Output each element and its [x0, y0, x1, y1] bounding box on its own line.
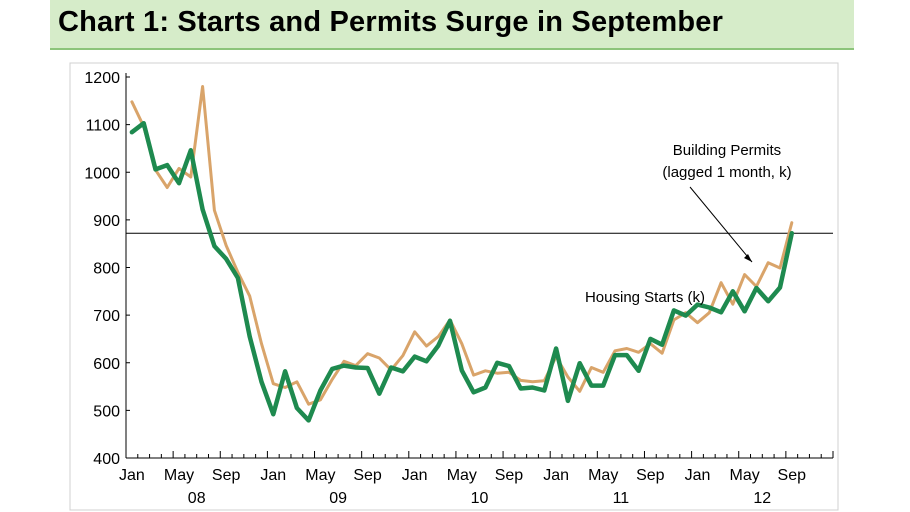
x-ticks: Jan May Sep Jan May Sep Jan May Sep Jan May Sep Jan M…	[119, 451, 834, 507]
series-line-housing-starts	[129, 120, 795, 423]
x-tick-label: May	[588, 467, 618, 484]
x-tick-label: Jan	[685, 467, 711, 484]
x-tick-label: Sep	[495, 467, 524, 484]
x-year-label: 08	[188, 490, 206, 507]
x-tick-label: May	[730, 467, 760, 484]
y-tick-label: 800	[93, 261, 120, 278]
x-tick-label: May	[305, 467, 335, 484]
x-tick-label: Sep	[212, 467, 241, 484]
permits-annotation-arrow	[689, 186, 753, 263]
x-tick-label: Jan	[119, 467, 145, 484]
x-year-label: 09	[329, 490, 347, 507]
annotations: Building Permits (lagged 1 month, k) Hou…	[585, 142, 792, 306]
series-lines	[129, 85, 795, 423]
chart-title: Chart 1: Starts and Permits Surge in Sep…	[58, 6, 724, 38]
permits-annotation-line1: Building Permits	[673, 142, 781, 159]
title-bar: Chart 1: Starts and Permits Surge in Sep…	[50, 0, 854, 50]
x-tick-label: Sep	[636, 467, 665, 484]
chart-frame	[69, 62, 839, 511]
y-tick-label: 900	[93, 213, 120, 230]
x-tick-label: Jan	[260, 467, 286, 484]
x-tick-label: May	[164, 467, 194, 484]
permits-annotation-line2: (lagged 1 month, k)	[662, 164, 791, 181]
y-ticks: 400 500 600 700 800 900 1000 1100 1200	[84, 70, 130, 468]
x-tick-label: Sep	[353, 467, 382, 484]
y-tick-label: 1000	[84, 165, 120, 182]
arrow-head	[744, 254, 752, 262]
y-tick-label: 1200	[84, 70, 120, 87]
y-tick-label: 700	[93, 308, 120, 325]
x-year-label: 12	[753, 490, 771, 507]
x-tick-label: Jan	[543, 467, 569, 484]
y-tick-label: 1100	[86, 118, 121, 135]
x-tick-label: May	[447, 467, 477, 484]
y-tick-label: 500	[93, 403, 120, 420]
series-line-building-permits	[130, 85, 794, 406]
x-year-label: 10	[471, 490, 489, 507]
y-tick-label: 600	[93, 356, 120, 373]
x-tick-label: Sep	[778, 467, 807, 484]
y-tick-label: 400	[93, 451, 120, 468]
starts-annotation: Housing Starts (k)	[585, 289, 705, 306]
x-year-label: 11	[613, 490, 630, 507]
x-tick-label: Jan	[402, 467, 428, 484]
